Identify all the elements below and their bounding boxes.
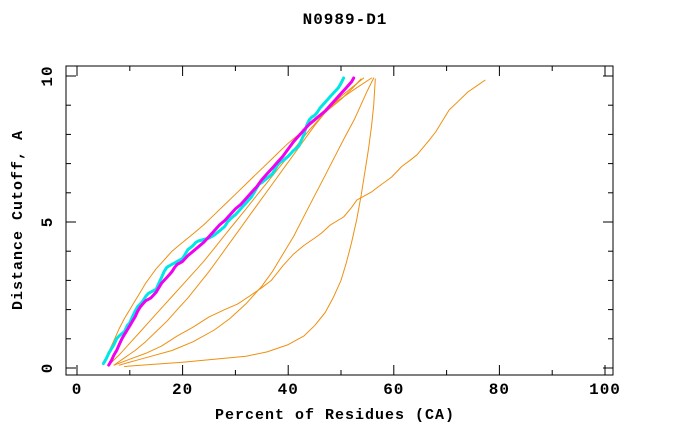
plot-frame [65, 65, 614, 376]
axis-tick-labels: 0 20 40 60 80 100 0 5 10 [39, 65, 621, 399]
series-layer [101, 76, 486, 367]
x-tick-label: 40 [278, 381, 299, 399]
x-tick-label: 20 [172, 381, 193, 399]
y-tick-label: 10 [39, 65, 57, 86]
x-tick-label: 0 [72, 381, 83, 399]
x-tick-label: 60 [383, 381, 404, 399]
x-axis-label: Percent of Residues (CA) [215, 407, 455, 424]
series-line-model-orange-3 [113, 77, 373, 366]
y-axis-label: Distance Cutoff, A [10, 130, 27, 310]
series-line-model-orange-6 [113, 79, 486, 366]
series-line-model-cyan [101, 76, 346, 366]
y-tick-label: 0 [39, 363, 57, 374]
axis-ticks [66, 66, 613, 375]
x-tick-label: 80 [489, 381, 510, 399]
series-line-model-magenta [107, 76, 356, 367]
series-line-model-orange-4 [118, 77, 375, 366]
x-tick-label: 100 [589, 381, 621, 399]
series-line-model-orange-5 [124, 78, 376, 367]
series-line-model-orange-2 [108, 77, 365, 366]
y-tick-label: 5 [39, 217, 57, 228]
series-line-model-orange-1 [102, 78, 362, 363]
frame-rect [65, 65, 614, 376]
chart-title: N0989-D1 [303, 11, 388, 29]
